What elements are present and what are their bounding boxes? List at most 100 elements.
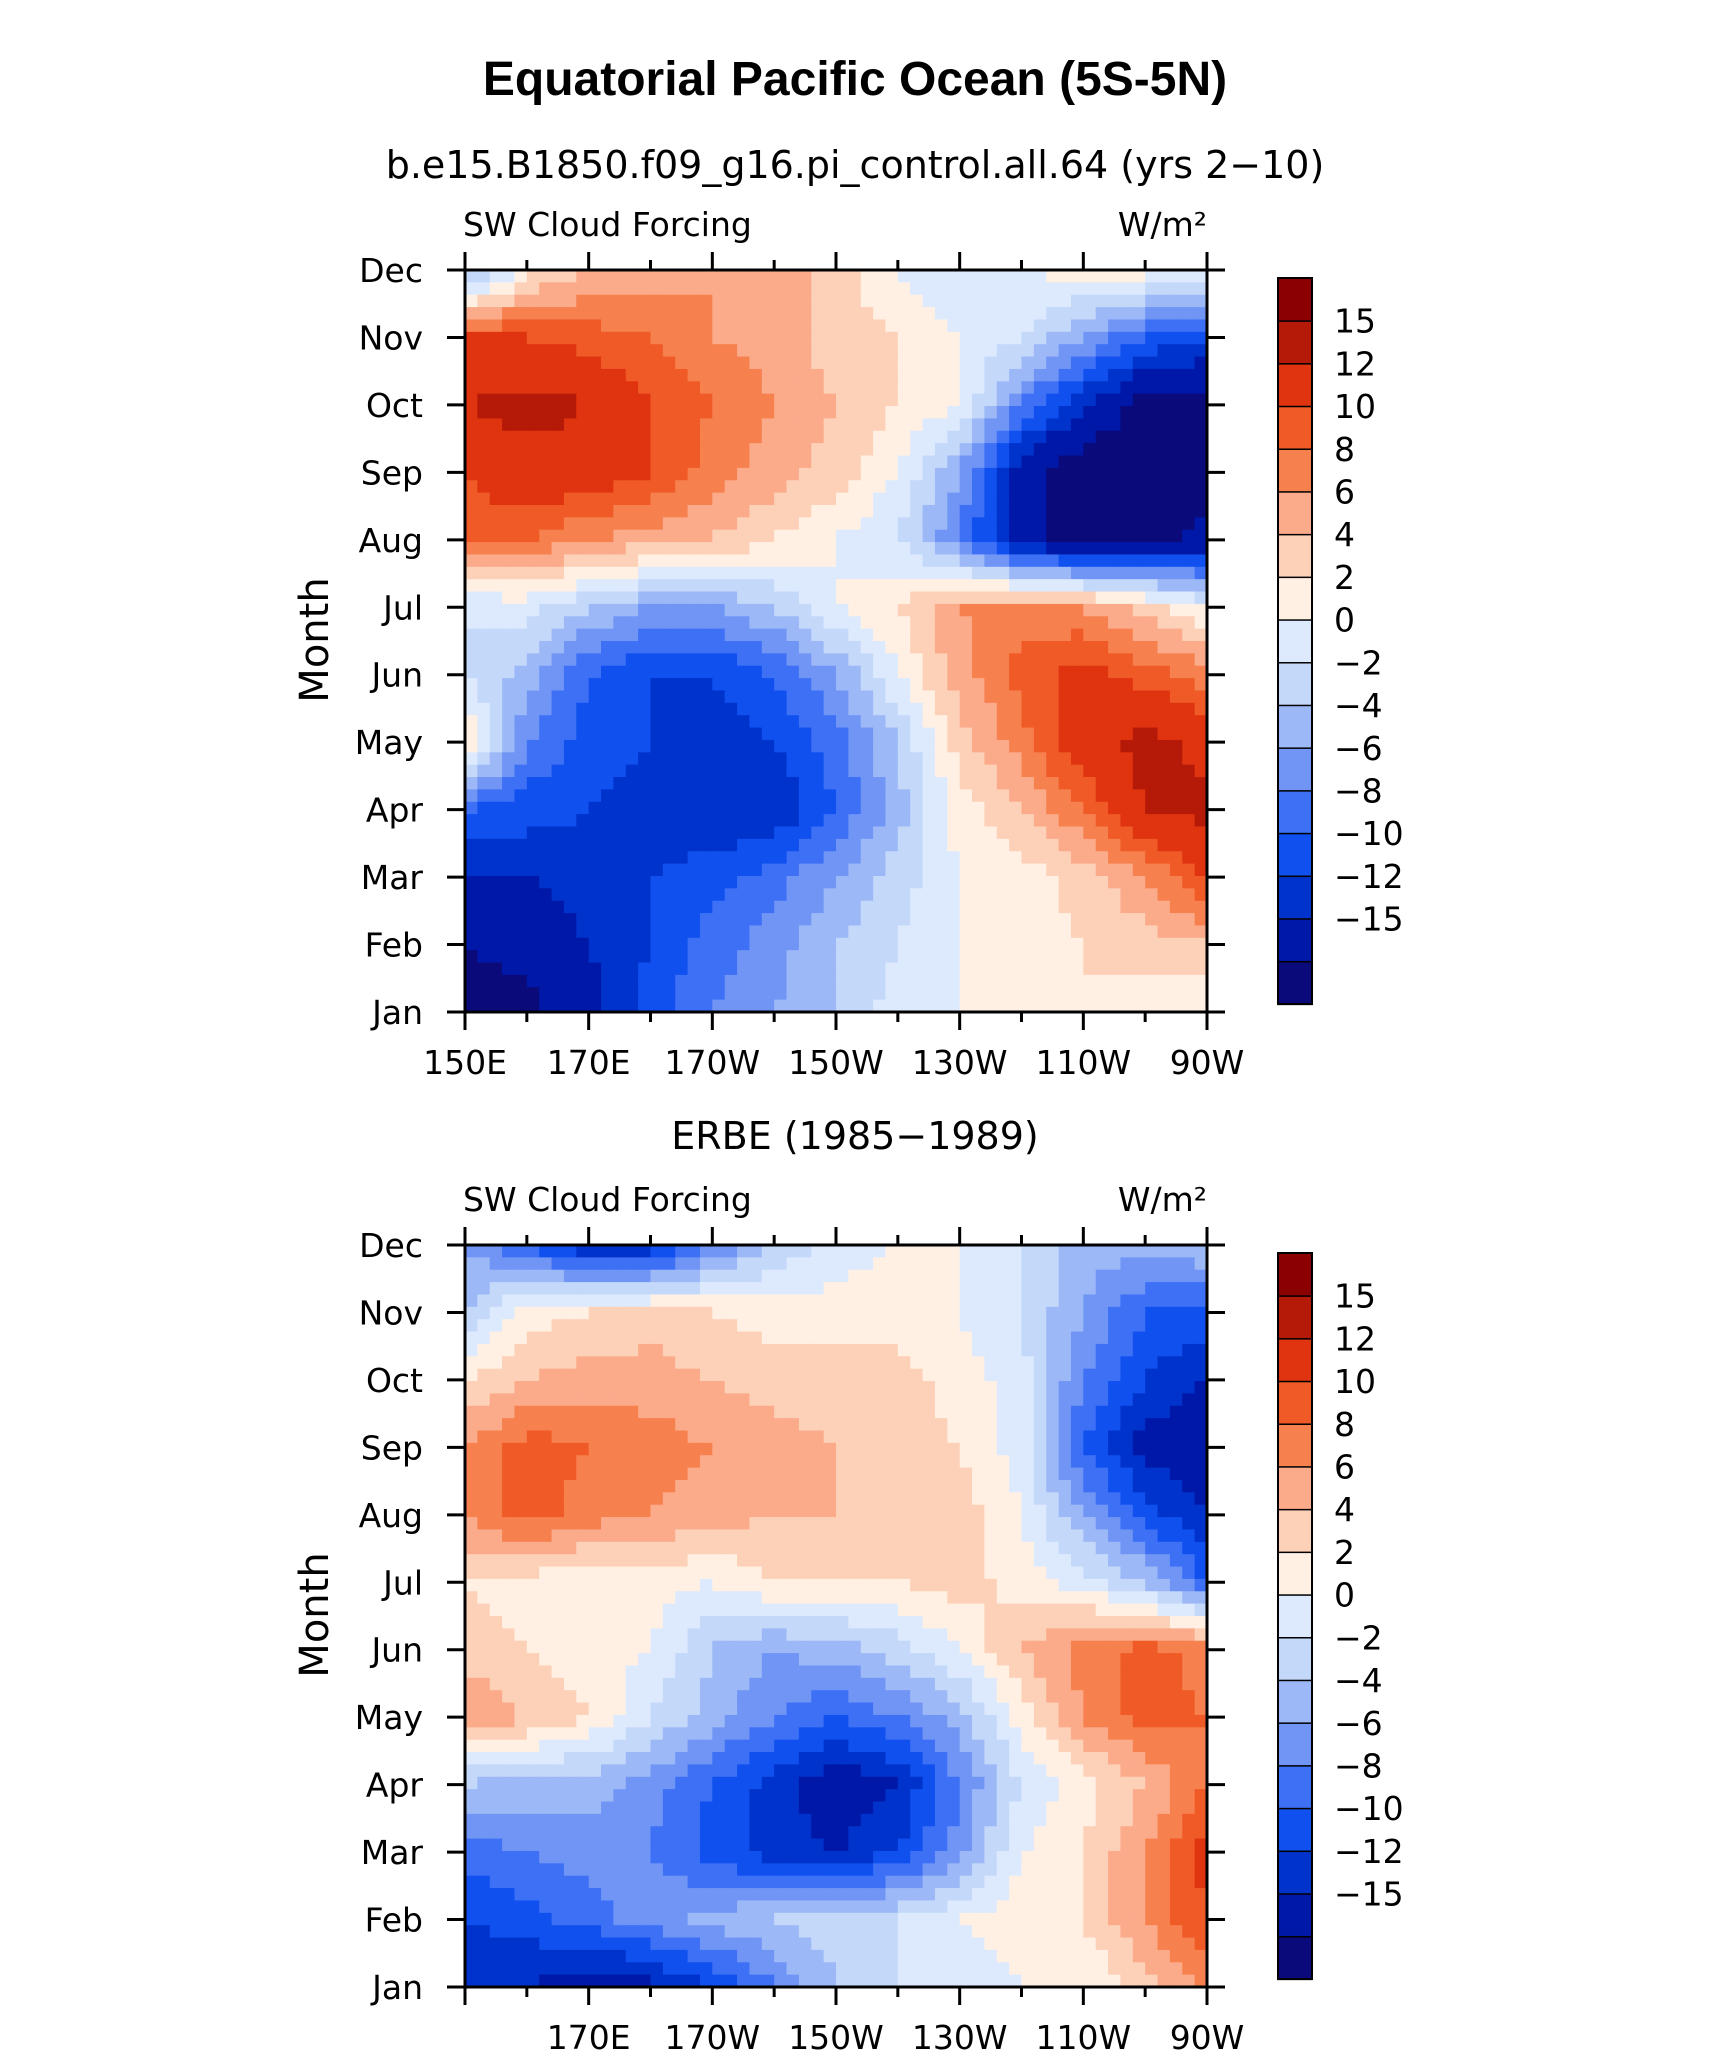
heatmap-cell xyxy=(848,1269,862,1283)
heatmap-cell xyxy=(539,789,553,803)
heatmap-cell xyxy=(761,702,775,716)
heatmap-cell xyxy=(848,381,862,395)
heatmap-cell xyxy=(1182,467,1196,481)
heatmap-cell xyxy=(934,1492,948,1506)
heatmap-cell xyxy=(1182,974,1196,988)
heatmap-cell xyxy=(1033,492,1047,506)
heatmap-cell xyxy=(972,937,985,951)
heatmap-cell xyxy=(996,554,1010,568)
heatmap-cell xyxy=(1157,913,1171,927)
heatmap-cell xyxy=(514,443,528,457)
heatmap-cell xyxy=(699,603,713,617)
heatmap-cell xyxy=(897,270,911,283)
heatmap-cell xyxy=(588,702,602,716)
heatmap-cell xyxy=(749,653,763,667)
heatmap-cell xyxy=(811,418,825,432)
heatmap-cell xyxy=(1070,628,1084,642)
heatmap-cell xyxy=(885,665,899,679)
heatmap-cell xyxy=(613,641,627,654)
heatmap-cell xyxy=(539,294,553,308)
heatmap-cell xyxy=(823,554,837,568)
heatmap-cell xyxy=(996,430,1010,444)
heatmap-cell xyxy=(1169,641,1183,654)
heatmap-cell xyxy=(984,789,998,803)
heatmap-cell xyxy=(1070,554,1084,568)
heatmap-cell xyxy=(1194,1405,1208,1419)
heatmap-cell xyxy=(638,801,652,815)
heatmap-cell xyxy=(662,1294,676,1308)
heatmap-cell xyxy=(1194,1257,1208,1271)
heatmap-cell xyxy=(996,764,1010,778)
heatmap-cell xyxy=(576,999,590,1013)
heatmap-cell xyxy=(625,344,639,358)
heatmap-cell xyxy=(1145,678,1159,692)
heatmap-cell xyxy=(563,418,577,432)
heatmap-cell xyxy=(502,480,516,494)
heatmap-cell xyxy=(1145,913,1159,927)
heatmap-cell xyxy=(1145,826,1159,840)
heatmap-cell xyxy=(712,653,726,667)
heatmap-cell xyxy=(489,851,503,865)
heatmap-cell xyxy=(502,826,516,840)
heatmap-cell xyxy=(774,542,788,556)
heatmap-cell xyxy=(798,814,812,828)
heatmap-cell xyxy=(774,987,788,1001)
heatmap-cell xyxy=(712,851,726,865)
heatmap-cell xyxy=(1169,789,1183,803)
heatmap-cell xyxy=(502,777,516,790)
heatmap-cell xyxy=(922,925,936,939)
heatmap-cell xyxy=(996,307,1010,321)
heatmap-cell xyxy=(984,727,998,741)
heatmap-cell xyxy=(897,517,911,531)
heatmap-cell xyxy=(724,814,738,828)
heatmap-cell xyxy=(1182,492,1196,506)
heatmap-cell xyxy=(860,393,874,407)
heatmap-cell xyxy=(786,492,800,506)
heatmap-cell xyxy=(823,690,837,704)
heatmap-cell xyxy=(786,1381,800,1394)
heatmap-cell xyxy=(712,1381,726,1394)
heatmap-cell xyxy=(761,950,775,964)
heatmap-cell xyxy=(699,579,713,593)
heatmap-cell xyxy=(1058,1479,1072,1493)
heatmap-cell xyxy=(1120,1442,1134,1456)
heatmap-cell xyxy=(798,331,812,345)
heatmap-cell xyxy=(576,455,590,469)
heatmap-cell xyxy=(1033,727,1047,741)
heatmap-cell xyxy=(687,344,701,358)
heatmap-cell xyxy=(922,579,936,593)
heatmap-cell xyxy=(687,1393,701,1407)
heatmap-cell xyxy=(996,331,1010,345)
heatmap-cell xyxy=(1021,950,1035,964)
heatmap-cell xyxy=(749,492,763,506)
heatmap-cell xyxy=(823,517,837,531)
heatmap-cell xyxy=(687,1257,701,1271)
heatmap-cell xyxy=(465,1331,478,1345)
heatmap-cell xyxy=(922,913,936,927)
heatmap-cell xyxy=(786,863,800,877)
heatmap-cell xyxy=(1033,814,1047,828)
heatmap-cell xyxy=(502,529,516,543)
heatmap-cell xyxy=(465,282,478,296)
heatmap-cell xyxy=(860,702,874,716)
heatmap-cell xyxy=(774,504,788,518)
heatmap-cell xyxy=(489,1442,503,1456)
heatmap-cell xyxy=(1083,1405,1097,1419)
heatmap-cell xyxy=(662,406,676,419)
heatmap-cell xyxy=(836,777,849,790)
heatmap-cell xyxy=(1182,962,1196,976)
heatmap-cell xyxy=(1009,307,1023,321)
heatmap-cell xyxy=(1009,727,1023,741)
heatmap-cell xyxy=(910,801,924,815)
heatmap-cell xyxy=(1046,1306,1060,1320)
heatmap-cell xyxy=(1108,542,1122,556)
heatmap-cell xyxy=(1058,430,1072,444)
heatmap-cell xyxy=(947,517,961,531)
heatmap-cell xyxy=(860,628,874,642)
heatmap-cell xyxy=(761,443,775,457)
heatmap-cell xyxy=(996,739,1010,753)
heatmap-cell xyxy=(996,999,1010,1013)
heatmap-cell xyxy=(737,851,751,865)
heatmap-cell xyxy=(465,381,478,395)
heatmap-cell xyxy=(860,1269,874,1283)
